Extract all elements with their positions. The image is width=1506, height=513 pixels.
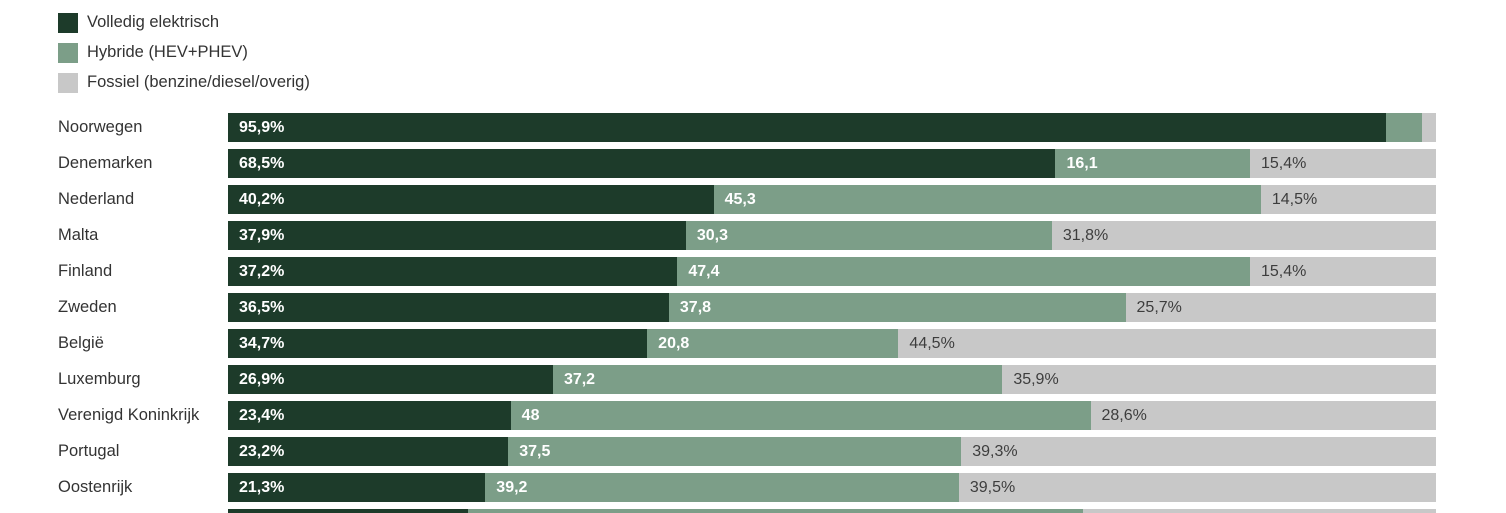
chart-row: Finland 37,2% 47,4 15,4%: [0, 257, 1506, 286]
chart-row: Noorwegen 95,9%: [0, 113, 1506, 142]
segment-electric: 23,4%: [228, 401, 511, 430]
segment-hybrid: [468, 509, 1084, 513]
segment-electric: 21,3%: [228, 473, 486, 502]
chart-row: Oostenrijk 21,3% 39,2 39,5%: [0, 473, 1506, 502]
stacked-bar: 95,9%: [228, 113, 1436, 142]
legend-item-electric: Volledig elektrisch: [58, 12, 310, 33]
country-label: Zweden: [58, 298, 117, 316]
legend-item-hybrid: Hybride (HEV+PHEV): [58, 42, 310, 63]
legend: Volledig elektrisch Hybride (HEV+PHEV) F…: [58, 12, 310, 102]
country-label: Malta: [58, 226, 99, 244]
segment-electric: 95,9%: [228, 113, 1387, 142]
segment-fossil: 39,3%: [961, 437, 1436, 466]
stacked-bar: 21,3% 39,2 39,5%: [228, 473, 1436, 502]
segment-fossil: 14,5%: [1260, 185, 1436, 214]
country-label: België: [58, 334, 104, 352]
segment-electric: 34,7%: [228, 329, 648, 358]
country-label: Oostenrijk: [58, 478, 133, 496]
segment-hybrid: 39,2: [485, 473, 959, 502]
segment-electric: 26,9%: [228, 365, 553, 394]
legend-label: Hybride (HEV+PHEV): [87, 43, 248, 61]
legend-label: Fossiel (benzine/diesel/overig): [87, 73, 310, 91]
segment-fossil: 15,4%: [1249, 149, 1436, 178]
segment-fossil: 44,5%: [898, 329, 1436, 358]
stacked-bar: 68,5% 16,1 15,4%: [228, 149, 1436, 178]
segment-electric: 23,2%: [228, 437, 509, 466]
segment-hybrid: 48: [510, 401, 1091, 430]
country-label: Finland: [58, 262, 113, 280]
chart-row: Verenigd Koninkrijk 23,4% 48 28,6%: [0, 401, 1506, 430]
country-label: Portugal: [58, 442, 120, 460]
stacked-bar: 34,7% 20,8 44,5%: [228, 329, 1436, 358]
segment-electric: [228, 509, 469, 513]
stacked-bar: 36,5% 37,8 25,7%: [228, 293, 1436, 322]
segment-hybrid: 16,1: [1055, 149, 1250, 178]
country-label: Luxemburg: [58, 370, 141, 388]
segment-electric: 37,2%: [228, 257, 678, 286]
segment-fossil: 39,5%: [958, 473, 1436, 502]
chart-row: [0, 509, 1506, 513]
chart-row: België 34,7% 20,8 44,5%: [0, 329, 1506, 358]
stacked-bar: 37,2% 47,4 15,4%: [228, 257, 1436, 286]
segment-fossil: 28,6%: [1090, 401, 1436, 430]
segment-hybrid: 37,2: [552, 365, 1003, 394]
stacked-bar: 26,9% 37,2 35,9%: [228, 365, 1436, 394]
segment-hybrid: 37,8: [668, 293, 1126, 322]
segment-hybrid: 30,3: [685, 221, 1052, 250]
legend-item-fossil: Fossiel (benzine/diesel/overig): [58, 72, 310, 93]
segment-electric: 36,5%: [228, 293, 669, 322]
country-label: Nederland: [58, 190, 135, 208]
segment-hybrid: 47,4: [677, 257, 1250, 286]
chart-row: Luxemburg 26,9% 37,2 35,9%: [0, 365, 1506, 394]
legend-swatch-hybrid-icon: [58, 42, 78, 63]
stacked-bar: [228, 509, 1436, 513]
segment-fossil: 15,4%: [1249, 257, 1436, 286]
chart-row: Nederland 40,2% 45,3 14,5%: [0, 185, 1506, 214]
chart-row: Zweden 36,5% 37,8 25,7%: [0, 293, 1506, 322]
stacked-bar: 37,9% 30,3 31,8%: [228, 221, 1436, 250]
segment-fossil: [1083, 509, 1436, 513]
segment-hybrid: 37,5: [508, 437, 962, 466]
segment-fossil: 25,7%: [1125, 293, 1436, 322]
segment-hybrid: [1386, 113, 1422, 142]
segment-fossil: 35,9%: [1002, 365, 1436, 394]
segment-fossil: [1421, 113, 1436, 142]
chart-rows: Noorwegen 95,9% Denemarken 68,5% 16,1 15…: [0, 113, 1506, 513]
country-label: Noorwegen: [58, 118, 143, 136]
country-label: Denemarken: [58, 154, 153, 172]
segment-electric: 40,2%: [228, 185, 714, 214]
stacked-bar: 23,2% 37,5 39,3%: [228, 437, 1436, 466]
segment-hybrid: 45,3: [713, 185, 1261, 214]
segment-fossil: 31,8%: [1051, 221, 1436, 250]
legend-swatch-fossil-icon: [58, 72, 78, 93]
chart-row: Malta 37,9% 30,3 31,8%: [0, 221, 1506, 250]
chart-row: Portugal 23,2% 37,5 39,3%: [0, 437, 1506, 466]
country-label: Verenigd Koninkrijk: [58, 406, 200, 424]
stacked-bar: 23,4% 48 28,6%: [228, 401, 1436, 430]
segment-electric: 68,5%: [228, 149, 1056, 178]
legend-label: Volledig elektrisch: [87, 13, 220, 31]
legend-swatch-electric-icon: [58, 12, 78, 33]
stacked-bar: 40,2% 45,3 14,5%: [228, 185, 1436, 214]
segment-hybrid: 20,8: [647, 329, 899, 358]
segment-electric: 37,9%: [228, 221, 686, 250]
chart-row: Denemarken 68,5% 16,1 15,4%: [0, 149, 1506, 178]
